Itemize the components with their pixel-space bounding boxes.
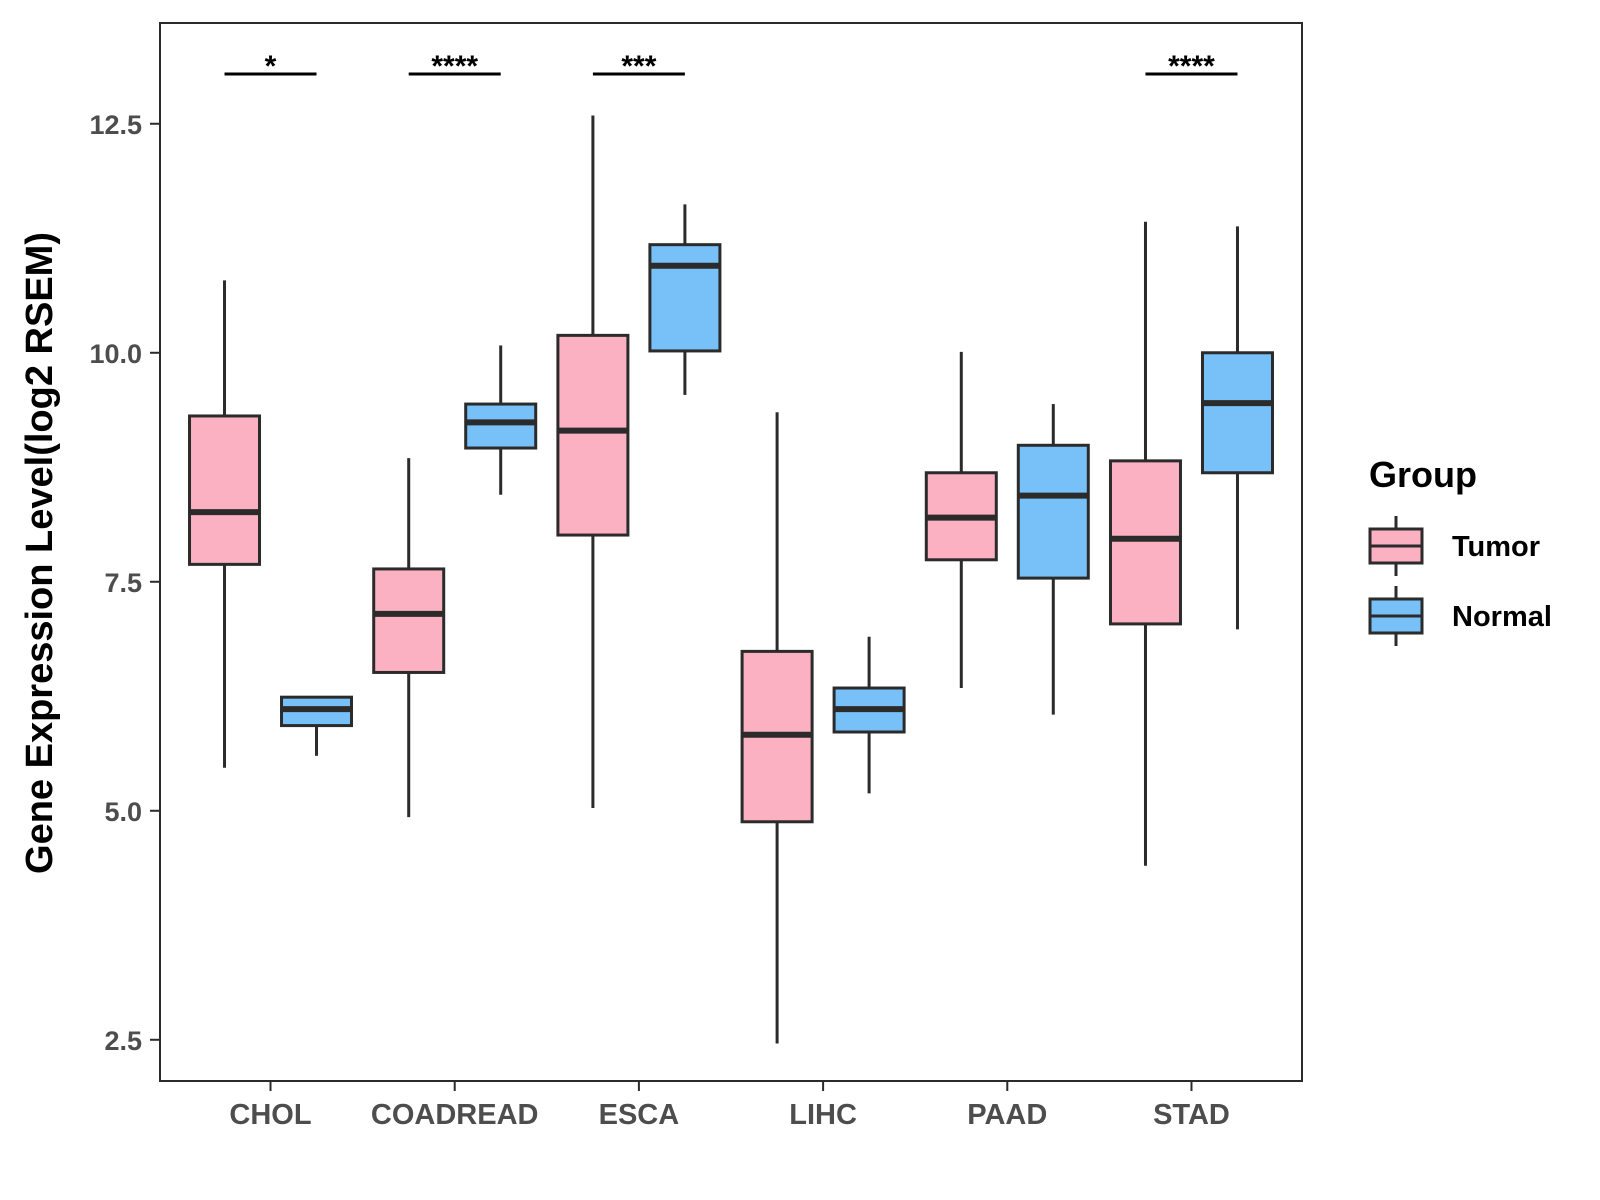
box-normal-chol (280, 695, 354, 756)
legend-label-normal: Normal (1452, 601, 1552, 633)
significance-label: *** (621, 50, 656, 83)
box-iqr (464, 402, 538, 450)
x-tick-label: COADREAD (371, 1099, 539, 1131)
box-normal-paad (1016, 404, 1090, 715)
box-normal-esca (648, 204, 722, 395)
box-tumor-lihc (740, 412, 814, 1044)
x-axis: CHOL COADREAD ESCA LIHC PAAD STAD (229, 1081, 1230, 1131)
box-tumor-stad (1108, 221, 1182, 866)
y-tick-label: 2.5 (104, 1026, 142, 1056)
series-normal (280, 204, 1274, 794)
box-iqr (1016, 443, 1090, 580)
box-iqr (1200, 351, 1274, 475)
y-tick-label: 12.5 (89, 110, 142, 140)
legend: Group Tumor Normal (1368, 454, 1552, 646)
series-tumor (188, 115, 1182, 1044)
legend-key-normal (1368, 586, 1424, 646)
box-iqr (556, 333, 630, 537)
box-iqr (372, 567, 446, 674)
y-tick-label: 5.0 (104, 797, 142, 827)
box-tumor-esca (556, 115, 630, 809)
significance-label: **** (431, 50, 478, 83)
box-iqr (188, 414, 262, 566)
box-iqr (648, 243, 722, 353)
x-tick-label: LIHC (789, 1099, 857, 1131)
x-tick-label: PAAD (967, 1099, 1047, 1131)
box-normal-lihc (832, 636, 906, 794)
box-normal-stad (1200, 226, 1274, 630)
significance-label: * (265, 50, 277, 83)
box-tumor-paad (924, 351, 998, 689)
y-axis-label: Gene Expression Level(log2 RSEM) (19, 232, 61, 874)
box-iqr (1108, 459, 1182, 626)
y-axis: 2.5 5.0 7.5 10.0 12.5 (89, 110, 160, 1056)
y-tick-label: 7.5 (104, 568, 142, 598)
significance-annotations: * **** *** **** (224, 50, 1238, 83)
legend-title: Group (1369, 454, 1477, 495)
y-tick-label: 10.0 (89, 339, 142, 369)
x-tick-label: ESCA (599, 1099, 680, 1131)
box-tumor-chol (188, 280, 262, 768)
significance-label: **** (1168, 50, 1215, 83)
legend-label-tumor: Tumor (1452, 531, 1540, 563)
box-normal-coadread (464, 345, 538, 495)
box-series (188, 115, 1274, 1044)
box-tumor-coadread (372, 458, 446, 818)
x-tick-label: CHOL (229, 1099, 311, 1131)
legend-key-tumor (1368, 516, 1424, 576)
x-tick-label: STAD (1153, 1099, 1230, 1131)
